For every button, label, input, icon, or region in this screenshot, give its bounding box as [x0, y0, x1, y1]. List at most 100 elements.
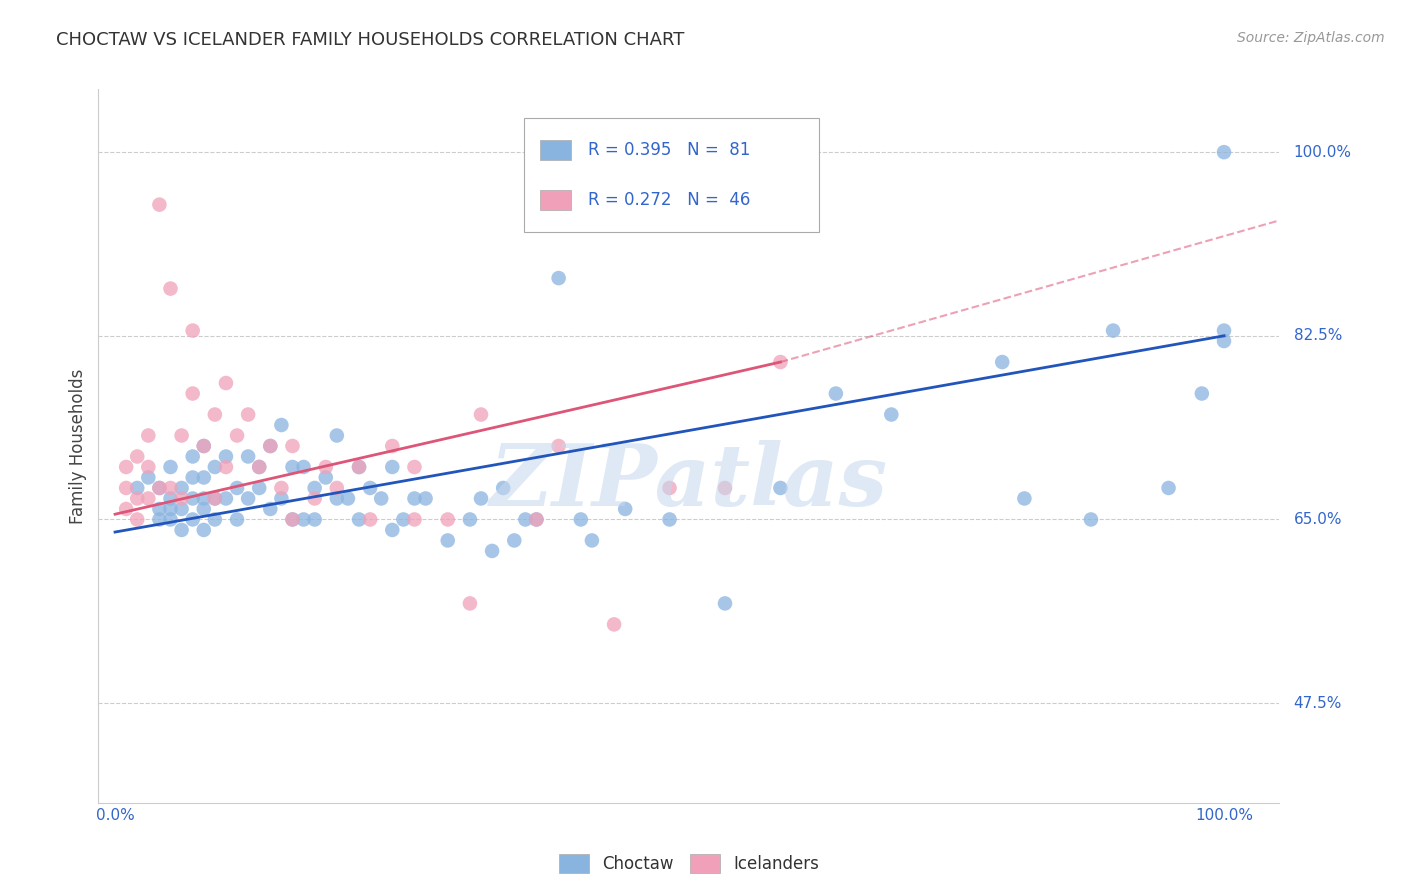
Point [127, 512, 149, 526]
Point [526, 512, 548, 526]
Point [170, 481, 193, 495]
Point [1157, 481, 1180, 495]
Point [159, 282, 181, 296]
Text: Source: ZipAtlas.com: Source: ZipAtlas.com [1237, 31, 1385, 45]
Point [458, 512, 481, 526]
Point [215, 376, 238, 390]
Point [181, 491, 204, 506]
Point [170, 523, 193, 537]
Point [136, 428, 159, 442]
Point [236, 408, 259, 422]
Point [1080, 512, 1102, 526]
Text: ZIPatlas: ZIPatlas [489, 440, 889, 524]
Point [347, 460, 370, 475]
Text: 82.5%: 82.5% [1294, 328, 1341, 343]
Point [714, 596, 737, 610]
Point [159, 502, 181, 516]
Point [481, 544, 503, 558]
Point [193, 470, 215, 484]
Point [281, 439, 304, 453]
Point [436, 512, 458, 526]
Point [215, 491, 238, 506]
Point [127, 450, 149, 464]
Point [226, 428, 249, 442]
Point [193, 523, 215, 537]
Y-axis label: Family Households: Family Households [69, 368, 87, 524]
Point [247, 481, 270, 495]
Point [281, 460, 304, 475]
Point [204, 408, 226, 422]
Point [1213, 145, 1236, 160]
Point [181, 450, 204, 464]
Point [181, 324, 204, 338]
Text: R = 0.395   N =  81: R = 0.395 N = 81 [588, 141, 751, 159]
Point [1213, 324, 1236, 338]
Point [159, 460, 181, 475]
Point [236, 450, 259, 464]
Point [292, 460, 315, 475]
Point [148, 502, 170, 516]
Point [825, 386, 848, 401]
Point [547, 439, 569, 453]
Point [769, 355, 792, 369]
Point [115, 502, 138, 516]
Text: 100.0%: 100.0% [1294, 145, 1351, 160]
Point [259, 439, 281, 453]
Point [204, 460, 226, 475]
Point [193, 502, 215, 516]
Point [326, 481, 349, 495]
Point [415, 491, 437, 506]
Point [336, 491, 359, 506]
Point [304, 491, 326, 506]
Point [148, 512, 170, 526]
Point [270, 481, 292, 495]
Point [181, 386, 204, 401]
Point [658, 481, 681, 495]
Point [226, 481, 249, 495]
Point [159, 512, 181, 526]
Point [359, 481, 381, 495]
Point [292, 512, 315, 526]
Point [270, 491, 292, 506]
Point [458, 596, 481, 610]
Point [347, 460, 370, 475]
Point [148, 197, 170, 211]
Text: 47.5%: 47.5% [1294, 696, 1341, 711]
Point [404, 460, 426, 475]
Point [170, 502, 193, 516]
Point [281, 512, 304, 526]
Point [181, 470, 204, 484]
Text: CHOCTAW VS ICELANDER FAMILY HOUSEHOLDS CORRELATION CHART: CHOCTAW VS ICELANDER FAMILY HOUSEHOLDS C… [56, 31, 685, 49]
Point [381, 439, 404, 453]
Point [304, 512, 326, 526]
Point [127, 481, 149, 495]
Point [115, 481, 138, 495]
Point [658, 512, 681, 526]
Point [603, 617, 626, 632]
Point [547, 271, 569, 285]
Point [259, 502, 281, 516]
Point [347, 512, 370, 526]
Point [204, 491, 226, 506]
Point [470, 408, 492, 422]
Point [304, 481, 326, 495]
Point [326, 491, 349, 506]
Text: 65.0%: 65.0% [1294, 512, 1341, 527]
Point [236, 491, 259, 506]
Legend: Choctaw, Icelanders: Choctaw, Icelanders [553, 847, 825, 880]
Point [404, 512, 426, 526]
Point [181, 512, 204, 526]
Point [714, 481, 737, 495]
Point [159, 481, 181, 495]
Point [215, 460, 238, 475]
Point [281, 512, 304, 526]
Point [127, 491, 149, 506]
Point [581, 533, 603, 548]
Point [359, 512, 381, 526]
Point [1213, 334, 1236, 348]
Point [247, 460, 270, 475]
Point [193, 439, 215, 453]
Point [226, 512, 249, 526]
Point [614, 502, 637, 516]
Point [136, 460, 159, 475]
